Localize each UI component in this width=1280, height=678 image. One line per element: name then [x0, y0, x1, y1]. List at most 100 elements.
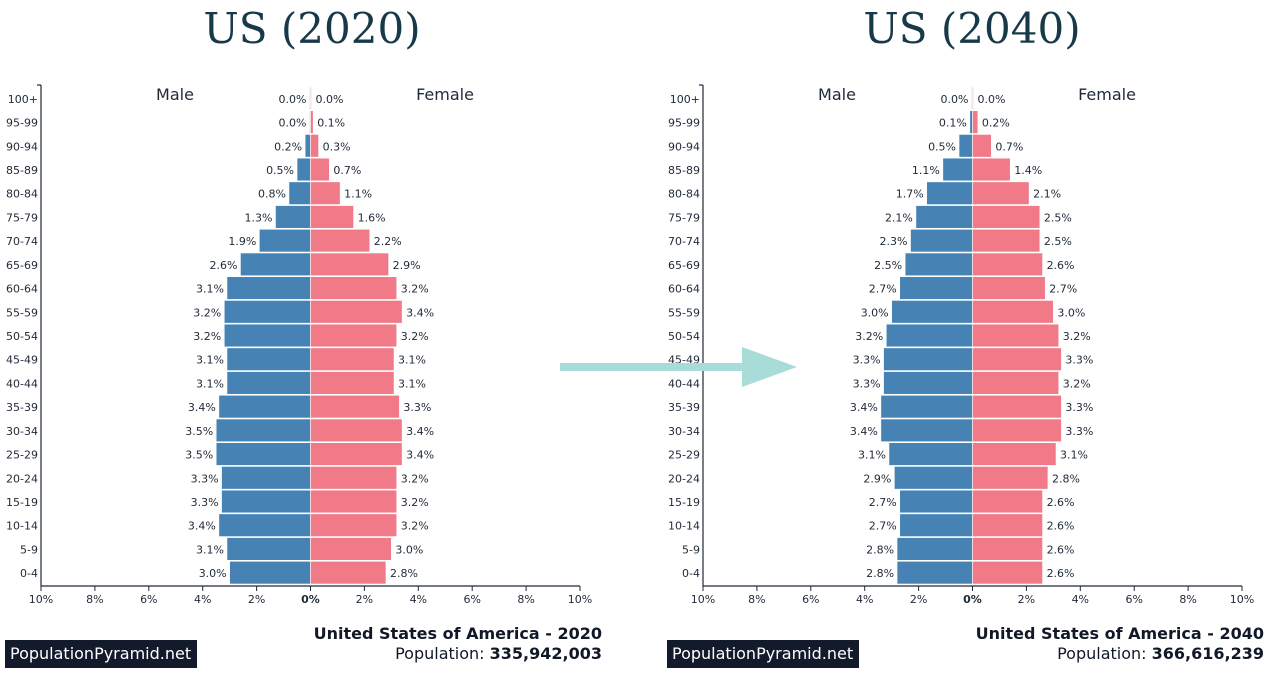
bar-female: [972, 134, 992, 158]
chart-title: US (2040): [863, 4, 1081, 53]
age-tick-label: 90-94: [668, 140, 700, 153]
data-label-female: 2.9%: [393, 259, 421, 272]
data-label-female: 2.6%: [1047, 520, 1075, 533]
data-label-male: 0.0%: [941, 93, 969, 106]
bar-female: [310, 323, 398, 348]
age-tick-label: 70-74: [6, 235, 38, 248]
bar-male: [883, 371, 973, 395]
data-label-female: 2.6%: [1047, 496, 1075, 509]
data-label-female: 1.4%: [1014, 164, 1042, 177]
bar-female: [310, 442, 403, 466]
bar-male: [218, 513, 311, 537]
legend-male: Male: [156, 85, 194, 104]
data-label-female: 2.7%: [1049, 283, 1077, 296]
bar-female: [310, 347, 395, 371]
age-tick-label: 100+: [8, 93, 38, 106]
bar-male: [258, 228, 311, 253]
bar-male: [958, 134, 973, 158]
x-tick-label: 4%: [856, 593, 873, 606]
bar-female: [972, 466, 1049, 490]
data-label-male: 3.3%: [191, 496, 219, 509]
data-label-female: 3.4%: [406, 449, 434, 462]
age-tick-label: 35-39: [6, 401, 38, 414]
age-tick-label: 20-24: [668, 472, 700, 485]
data-label-female: 3.1%: [398, 354, 426, 367]
x-tick-label: 0%: [301, 593, 320, 606]
x-tick-label: 6%: [463, 593, 480, 606]
data-label-male: 3.3%: [191, 472, 219, 485]
data-label-female: 0.1%: [317, 117, 345, 130]
data-label-male: 2.1%: [885, 211, 913, 224]
x-tick-label: 10%: [691, 593, 715, 606]
bar-female: [310, 537, 392, 561]
pyramid-panel-2040: US (2040) Male Female 0.0% 0.0% 100+ 0.1% 0.2%…: [662, 0, 1280, 678]
age-tick-label: 85-89: [6, 164, 38, 177]
legend-female: Female: [416, 85, 474, 104]
bar-female: [310, 489, 398, 514]
data-label-male: 1.3%: [245, 211, 273, 224]
x-tick-label: 2%: [1018, 593, 1035, 606]
age-tick-label: 0-4: [20, 567, 38, 580]
data-label-male: 2.8%: [866, 543, 894, 556]
age-tick-label: 15-19: [6, 496, 38, 509]
age-tick-label: 25-29: [6, 449, 38, 462]
arrow-right-icon: [560, 347, 797, 387]
bar-female: [972, 418, 1062, 443]
data-label-male: 1.7%: [896, 188, 924, 201]
age-tick-label: 0-4: [682, 567, 700, 580]
bar-female: [310, 276, 398, 300]
brand-logo[interactable]: PopulationPyramid.net: [667, 640, 860, 668]
age-tick-label: 60-64: [6, 283, 38, 296]
bar-male: [942, 157, 973, 182]
country-year-label: United States of America - 2040: [975, 624, 1264, 643]
age-tick-label: 25-29: [668, 449, 700, 462]
bar-female: [972, 181, 1030, 205]
age-tick-label: 10-14: [6, 520, 38, 533]
age-tick-label: 30-34: [6, 425, 38, 438]
bar-female: [310, 86, 312, 111]
data-label-male: 3.0%: [199, 567, 227, 580]
age-tick-label: 5-9: [20, 543, 38, 556]
age-tick-label: 65-69: [6, 259, 38, 272]
data-label-female: 2.2%: [374, 235, 402, 248]
data-label-male: 0.2%: [274, 140, 302, 153]
data-label-female: 0.2%: [982, 117, 1010, 130]
brand-logo[interactable]: PopulationPyramid.net: [5, 640, 198, 668]
bar-female: [972, 513, 1043, 537]
data-label-male: 0.1%: [939, 117, 967, 130]
age-tick-label: 95-99: [668, 117, 700, 130]
bar-female: [310, 228, 371, 253]
bar-female: [972, 442, 1057, 466]
data-label-female: 3.1%: [398, 377, 426, 390]
data-label-female: 3.2%: [401, 520, 429, 533]
bar-male: [223, 300, 311, 324]
age-tick-label: 60-64: [668, 283, 700, 296]
bar-female: [972, 252, 1043, 277]
bar-female: [972, 228, 1041, 253]
population-label: Population:: [395, 644, 485, 663]
bar-male: [885, 323, 973, 348]
age-tick-label: 80-84: [668, 188, 700, 201]
x-tick-label: 6%: [1125, 593, 1142, 606]
bar-male: [215, 418, 311, 443]
bar-male: [899, 513, 973, 537]
legend-male: Male: [818, 85, 856, 104]
x-tick-label: 10%: [29, 593, 53, 606]
age-tick-label: 75-79: [6, 211, 38, 224]
bar-male: [226, 276, 311, 300]
bar-male: [229, 560, 311, 585]
pyramid-panel-2020: US (2020) Male Female 0.0% 0.0% 100+ 0.0% 0.1%…: [0, 0, 620, 678]
bar-male: [896, 560, 973, 585]
age-tick-label: 55-59: [668, 306, 700, 319]
bar-male: [894, 466, 973, 490]
age-tick-label: 70-74: [668, 235, 700, 248]
x-tick-label: 4%: [194, 593, 211, 606]
bar-female: [972, 86, 974, 111]
data-label-male: 3.2%: [193, 306, 221, 319]
age-tick-label: 65-69: [668, 259, 700, 272]
bar-female: [310, 371, 395, 395]
bar-female: [972, 157, 1011, 182]
age-tick-label: 50-54: [6, 330, 38, 343]
bar-male: [883, 347, 973, 371]
bar-male: [275, 205, 311, 229]
